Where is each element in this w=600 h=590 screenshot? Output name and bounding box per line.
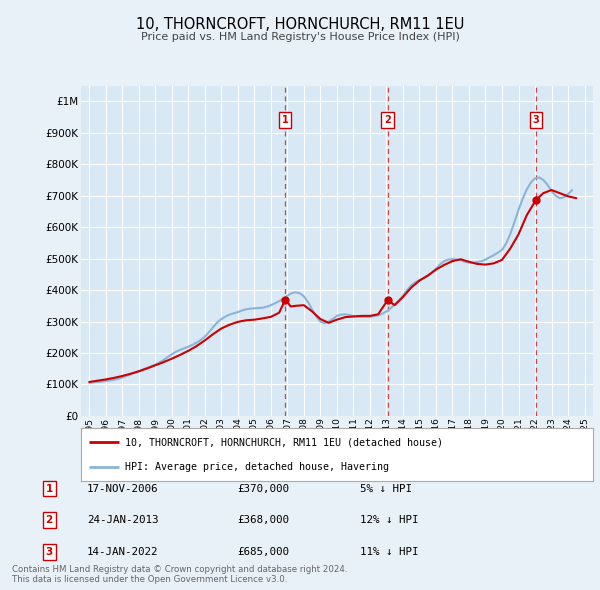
Text: 10, THORNCROFT, HORNCHURCH, RM11 1EU: 10, THORNCROFT, HORNCHURCH, RM11 1EU <box>136 17 464 31</box>
Text: 24-JAN-2013: 24-JAN-2013 <box>87 516 158 525</box>
Text: 1: 1 <box>46 484 53 493</box>
Text: Price paid vs. HM Land Registry's House Price Index (HPI): Price paid vs. HM Land Registry's House … <box>140 32 460 42</box>
Text: 5% ↓ HPI: 5% ↓ HPI <box>360 484 412 493</box>
Text: £370,000: £370,000 <box>237 484 289 493</box>
Text: 3: 3 <box>532 115 539 125</box>
Text: 14-JAN-2022: 14-JAN-2022 <box>87 548 158 557</box>
Text: Contains HM Land Registry data © Crown copyright and database right 2024.
This d: Contains HM Land Registry data © Crown c… <box>12 565 347 584</box>
Text: 2: 2 <box>384 115 391 125</box>
Text: 12% ↓ HPI: 12% ↓ HPI <box>360 516 419 525</box>
Text: £685,000: £685,000 <box>237 548 289 557</box>
Text: HPI: Average price, detached house, Havering: HPI: Average price, detached house, Have… <box>125 461 389 471</box>
Text: 2: 2 <box>46 516 53 525</box>
Text: 3: 3 <box>46 548 53 557</box>
Text: £368,000: £368,000 <box>237 516 289 525</box>
Text: 10, THORNCROFT, HORNCHURCH, RM11 1EU (detached house): 10, THORNCROFT, HORNCHURCH, RM11 1EU (de… <box>125 437 443 447</box>
Text: 11% ↓ HPI: 11% ↓ HPI <box>360 548 419 557</box>
Text: 1: 1 <box>282 115 289 125</box>
Text: 17-NOV-2006: 17-NOV-2006 <box>87 484 158 493</box>
